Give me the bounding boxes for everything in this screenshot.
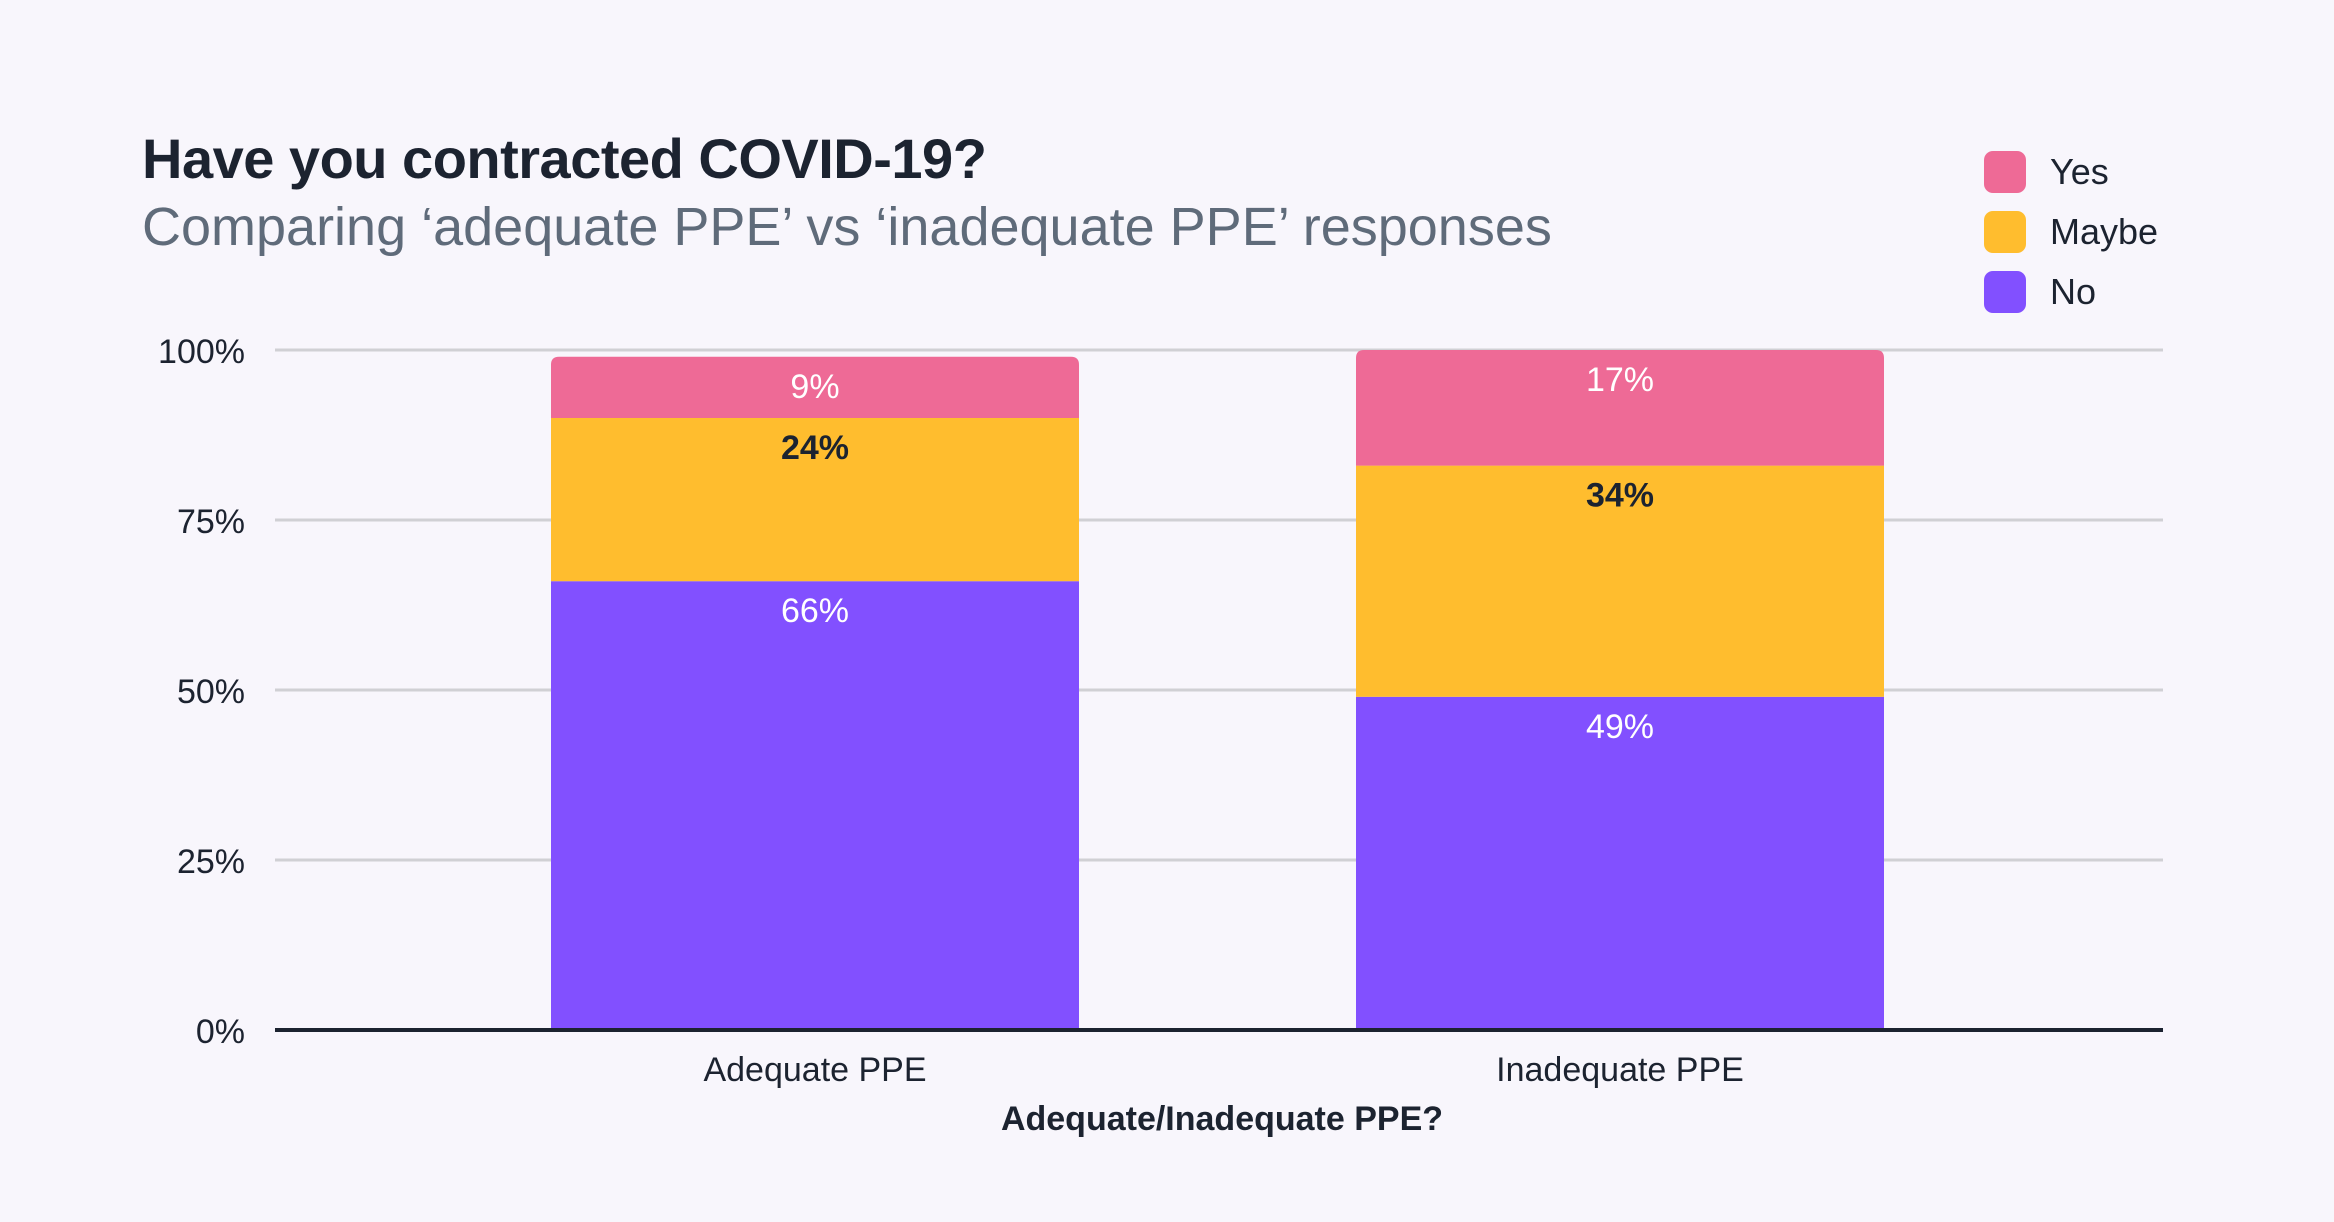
legend-swatch-yes	[1984, 151, 2026, 193]
y-tick-label: 25%	[177, 843, 245, 881]
y-tick-label: 50%	[177, 673, 245, 711]
data-label: 49%	[1586, 708, 1654, 746]
bar-segment-maybe	[551, 418, 1079, 582]
bar-segment-no	[1356, 696, 1884, 1030]
data-label: 17%	[1586, 361, 1654, 399]
legend-label-yes: Yes	[2050, 151, 2109, 192]
chart-title: Have you contracted COVID-19?	[142, 127, 987, 190]
y-tick-label: 100%	[158, 333, 245, 371]
legend-item-maybe: Maybe	[1984, 202, 2158, 262]
bar-segment-maybe	[1356, 465, 1884, 697]
data-label: 66%	[781, 592, 849, 630]
bar-segment-no	[551, 581, 1079, 1030]
legend-swatch-no	[1984, 271, 2026, 313]
legend-item-no: No	[1984, 262, 2158, 322]
x-tick-label: Adequate PPE	[703, 1051, 926, 1089]
bar-segment-yes	[551, 356, 1079, 418]
x-axis-label: Adequate/Inadequate PPE?	[1001, 1100, 1443, 1138]
legend: Yes Maybe No	[1984, 142, 2158, 322]
legend-swatch-maybe	[1984, 211, 2026, 253]
chart-subtitle: Comparing ‘adequate PPE’ vs ‘inadequate …	[142, 197, 1552, 257]
legend-item-yes: Yes	[1984, 142, 2158, 202]
data-label: 9%	[790, 368, 839, 406]
bar-segment-yes	[1356, 350, 1884, 466]
legend-label-maybe: Maybe	[2050, 211, 2159, 252]
data-label: 34%	[1586, 477, 1654, 515]
x-tick-label: Inadequate PPE	[1496, 1051, 1744, 1089]
y-tick-label: 75%	[177, 503, 245, 541]
y-tick-label: 0%	[196, 1013, 245, 1051]
data-label: 24%	[781, 429, 849, 467]
legend-label-no: No	[2050, 271, 2097, 312]
